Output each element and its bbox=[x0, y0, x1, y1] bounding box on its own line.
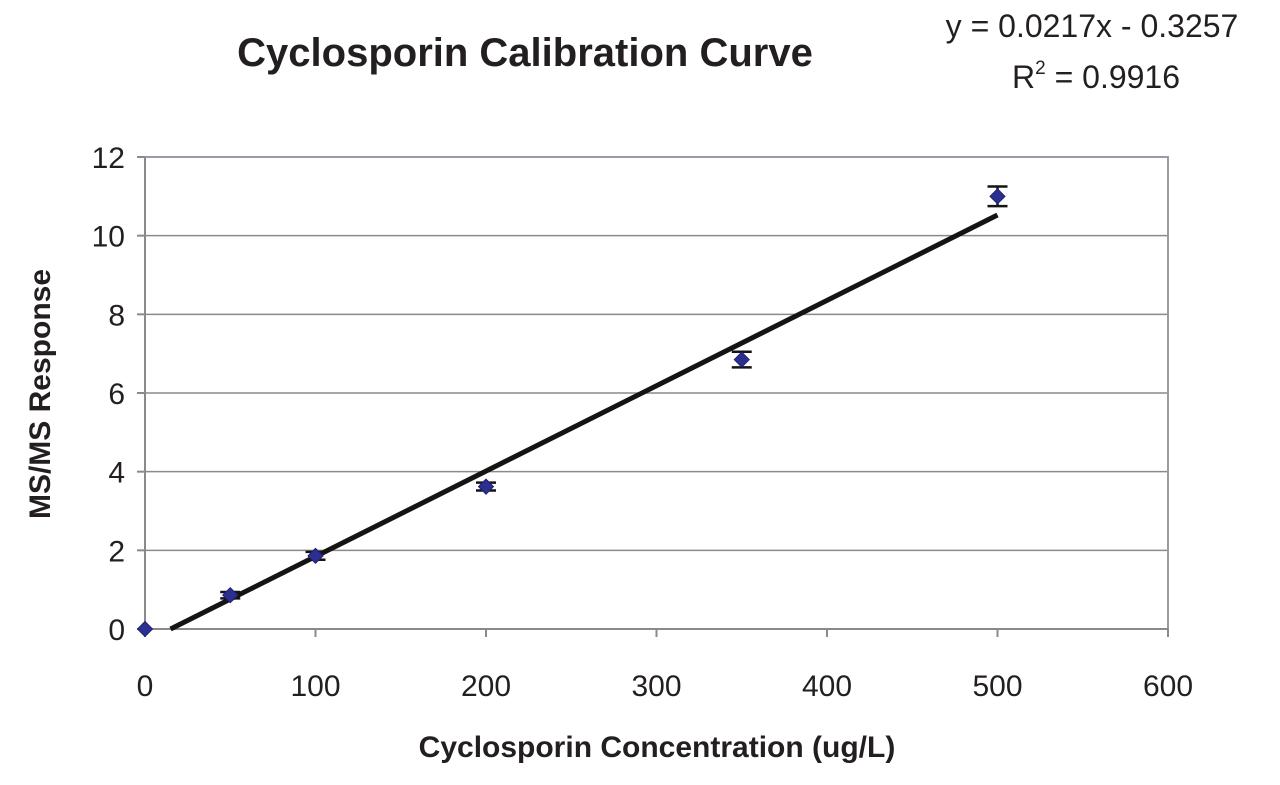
y-axis-title: MS/MS Response bbox=[24, 269, 57, 519]
x-tick-label-6: 600 bbox=[1143, 670, 1193, 703]
trendline-equation: y = 0.0217x - 0.3257 bbox=[946, 8, 1239, 44]
data-points bbox=[136, 185, 1008, 638]
x-tick-label-2: 200 bbox=[461, 670, 511, 703]
tick-labels: 0 100 200 300 400 500 600 0 2 4 6 8 10 12 bbox=[92, 142, 1193, 703]
y-tick-label-2: 4 bbox=[108, 457, 125, 490]
y-tick-label-1: 2 bbox=[108, 535, 125, 568]
r-squared-superscript: 2 bbox=[1035, 58, 1046, 79]
data-point-5 bbox=[989, 188, 1006, 205]
trendline bbox=[169, 212, 999, 632]
y-tick-label-0: 0 bbox=[108, 614, 125, 647]
x-tick-label-3: 300 bbox=[631, 670, 681, 703]
data-point-3 bbox=[477, 478, 495, 495]
chart-title: Cyclosporin Calibration Curve bbox=[237, 31, 813, 75]
y-tick-label-5: 10 bbox=[92, 221, 125, 254]
data-point-1 bbox=[222, 586, 239, 604]
trendline-path bbox=[169, 212, 999, 632]
x-tick-label-4: 400 bbox=[802, 670, 852, 703]
x-tick-label-5: 500 bbox=[972, 670, 1022, 703]
data-point-0 bbox=[136, 620, 154, 638]
gridlines bbox=[145, 156, 1168, 552]
data-point-4 bbox=[733, 351, 750, 368]
r-squared-value: = 0.9916 bbox=[1046, 59, 1180, 95]
data-point-2 bbox=[307, 547, 324, 565]
r-squared-label: R bbox=[1012, 59, 1035, 95]
x-tick-label-0: 0 bbox=[137, 670, 154, 703]
x-axis-title: Cyclosporin Concentration (ug/L) bbox=[419, 731, 896, 764]
r-squared-annotation: R2 = 0.9916 bbox=[1012, 58, 1180, 95]
y-tick-label-4: 8 bbox=[108, 299, 125, 332]
x-tick-label-1: 100 bbox=[290, 670, 340, 703]
y-tick-label-6: 12 bbox=[92, 142, 125, 175]
y-tick-label-3: 6 bbox=[108, 378, 125, 411]
